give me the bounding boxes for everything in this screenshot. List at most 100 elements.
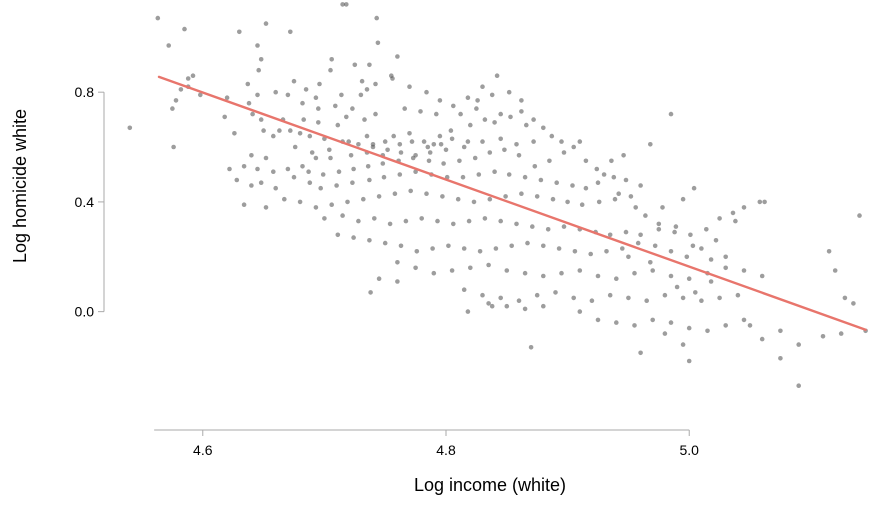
data-point [699,298,704,304]
data-point [320,172,326,177]
data-point [345,199,350,205]
data-point [480,292,485,298]
data-point [616,191,621,196]
data-point [668,320,674,325]
data-point [382,240,388,246]
data-point [668,249,674,254]
data-point [492,169,497,174]
y-ticks: 0.0 0.4 0.8 [75,84,104,320]
data-point [519,109,524,114]
data-point [713,238,719,243]
data-point [550,196,556,202]
data-point [487,150,493,155]
data-point [358,92,364,98]
data-point [650,317,655,323]
data-point [370,144,376,150]
data-point [820,334,826,339]
data-point [316,120,321,125]
data-point [589,298,595,304]
data-point [327,147,332,153]
data-point [723,265,728,271]
data-point [408,188,414,194]
data-point [431,270,437,276]
data-point [559,139,564,144]
data-point [307,133,313,139]
data-point [672,229,677,235]
data-point [234,177,240,183]
data-point [255,166,260,172]
data-point [291,174,297,180]
data-point [288,29,293,35]
data-point [468,122,473,128]
data-point [466,218,472,224]
data-point [440,194,445,199]
data-point [155,15,161,21]
data-point [494,73,500,78]
data-point [832,268,838,273]
x-tick-label: 4.6 [193,442,213,458]
data-point [282,196,287,202]
data-point [245,81,251,87]
data-point [407,131,412,136]
data-point [561,150,567,155]
data-point [717,295,722,301]
data-point [340,2,345,7]
data-point [237,29,242,35]
data-point [387,221,393,227]
data-point [316,106,321,111]
data-point [362,117,367,122]
data-point [686,276,692,282]
data-point [407,84,412,89]
data-point [424,191,429,196]
data-point [652,243,658,249]
data-point [662,292,668,298]
data-point [350,106,355,111]
data-point [418,109,423,114]
data-point [300,164,305,169]
data-point [502,147,507,153]
data-point [361,196,366,202]
data-point [307,180,313,185]
data-point [643,213,648,218]
data-point [487,196,493,202]
data-point [559,270,564,276]
data-point [522,306,528,312]
data-point [480,84,485,89]
data-point [368,290,373,295]
data-point [339,92,344,98]
data-point [717,216,722,221]
data-point [541,243,546,249]
data-point [530,224,535,229]
data-point [395,260,400,265]
data-point [471,199,477,205]
data-point [472,155,478,161]
data-point [498,218,504,224]
data-point [583,158,589,164]
data-point [390,76,395,81]
data-point [705,328,710,334]
data-point [577,139,583,144]
data-point [545,227,551,232]
data-point [509,243,514,249]
data-point [166,43,171,48]
data-point [482,117,488,122]
data-point [455,196,461,202]
data-point [344,114,349,120]
data-point [680,196,686,202]
data-point [334,183,339,188]
data-point [554,180,559,185]
data-point [506,172,512,177]
data-point [460,174,466,180]
data-point [611,174,617,180]
data-point [741,205,747,210]
data-point [318,185,324,191]
data-point [570,183,575,188]
data-point [492,120,497,125]
data-point [373,81,378,87]
x-axis: 4.6 4.8 5.0 [154,429,699,458]
data-point [403,218,409,224]
data-point [457,158,462,164]
data-point [273,185,279,191]
data-point [723,323,728,328]
data-point [612,196,618,202]
